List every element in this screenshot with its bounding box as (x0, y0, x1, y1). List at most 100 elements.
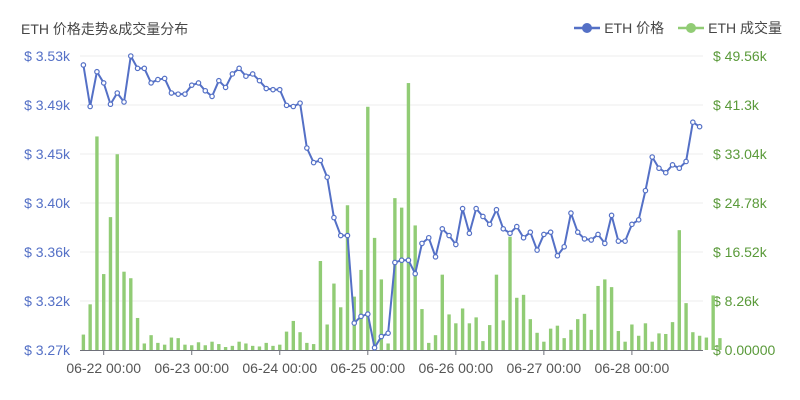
volume-bar (257, 346, 262, 350)
volume-bar (284, 331, 289, 350)
volume-bar (569, 329, 573, 350)
x-tick-label: 06-28 00:00 (595, 360, 670, 376)
price-point (466, 230, 473, 237)
y-left-tick-label: $ 3.27k (24, 342, 71, 358)
price-point (141, 65, 148, 72)
volume-bar (494, 274, 499, 350)
price-point (175, 91, 181, 97)
volume-bar (135, 317, 140, 350)
price-point (629, 221, 635, 228)
volume-bar (183, 344, 187, 350)
price-point (331, 214, 337, 221)
price-point (534, 247, 540, 253)
volume-bar (582, 313, 587, 350)
volume-bar (250, 345, 255, 350)
volume-bar (142, 343, 147, 350)
price-point (513, 223, 520, 230)
price-point (696, 123, 703, 130)
price-point (459, 205, 466, 212)
price-point (324, 174, 330, 180)
y-left-tick-label: $ 3.32k (24, 293, 71, 309)
price-point (432, 254, 439, 260)
volume-bar (81, 334, 86, 350)
price-point (297, 100, 303, 106)
price-point (615, 238, 622, 244)
volume-bar (576, 319, 580, 350)
price-point (392, 259, 398, 266)
volume-bar (332, 283, 336, 350)
price-point (161, 75, 168, 82)
y-left-tick-label: $ 3.49k (24, 97, 71, 113)
volume-bar (291, 320, 296, 350)
price-point (310, 159, 317, 166)
volume-bar (95, 136, 99, 350)
price-point (690, 119, 696, 126)
price-point (107, 101, 114, 108)
y-right-tick-label: $ 8.26k (713, 293, 760, 309)
legend-label-volume: ETH 成交量 (708, 20, 782, 36)
legend: ETH 价格 ETH 成交量 (574, 18, 782, 38)
price-point (236, 65, 242, 72)
volume-bar (156, 342, 160, 350)
volume-bar (217, 344, 221, 350)
volume-bar (481, 341, 485, 350)
volume-bar (440, 274, 444, 350)
volume-bar (623, 341, 627, 350)
price-point (473, 205, 479, 212)
x-tick-label: 06-22 00:00 (66, 360, 141, 376)
volume-bar (555, 325, 560, 350)
volume-bar (704, 337, 709, 350)
legend-item-price[interactable]: ETH 价格 (574, 18, 664, 38)
volume-bar (711, 295, 715, 350)
volume-bar (413, 225, 417, 350)
volume-bar (447, 314, 451, 350)
price-point (100, 80, 107, 86)
price-point (87, 103, 93, 110)
price-point (188, 82, 195, 88)
price-line-icon (574, 23, 601, 33)
price-point (453, 241, 459, 248)
price-point (371, 344, 378, 351)
price-point (622, 238, 628, 244)
volume-bar (609, 287, 614, 350)
volume-bar (630, 324, 634, 350)
x-tick-label: 06-26 00:00 (418, 360, 493, 376)
y-left-tick-label: $ 3.53k (24, 48, 71, 64)
volume-bar (501, 320, 505, 350)
legend-item-volume[interactable]: ETH 成交量 (678, 18, 782, 38)
price-point (283, 102, 290, 109)
price-point (148, 80, 154, 86)
price-point (121, 99, 127, 105)
price-point (662, 169, 669, 176)
volume-bar (467, 323, 472, 350)
price-point (80, 62, 87, 68)
price-point (595, 231, 601, 238)
volume-bar (115, 154, 119, 350)
price-point (134, 65, 141, 72)
volume-bar (237, 341, 241, 350)
price-point (541, 231, 547, 238)
volume-bar (528, 319, 533, 350)
volume-bar (589, 329, 593, 350)
price-point (195, 80, 202, 86)
volume-bar (670, 322, 675, 350)
x-tick-label: 06-27 00:00 (506, 360, 581, 376)
volume-bar (203, 345, 207, 350)
volume-bar (508, 236, 512, 350)
price-point (94, 68, 100, 75)
volume-bar (650, 341, 654, 350)
chart-title: ETH 价格走势&成交量分布 (21, 21, 189, 37)
volume-bar (339, 307, 343, 350)
price-point (155, 76, 161, 83)
volume-bar (487, 325, 492, 350)
price-point (182, 91, 188, 97)
price-point (344, 232, 351, 239)
volume-bar (420, 309, 424, 350)
price-point (209, 93, 215, 100)
y-left-tick-label: $ 3.36k (24, 244, 71, 260)
price-point (222, 84, 229, 91)
volume-bar (657, 333, 661, 350)
volume-bar (684, 303, 688, 350)
volume-bar (535, 332, 539, 350)
legend-label-price: ETH 价格 (604, 20, 665, 36)
